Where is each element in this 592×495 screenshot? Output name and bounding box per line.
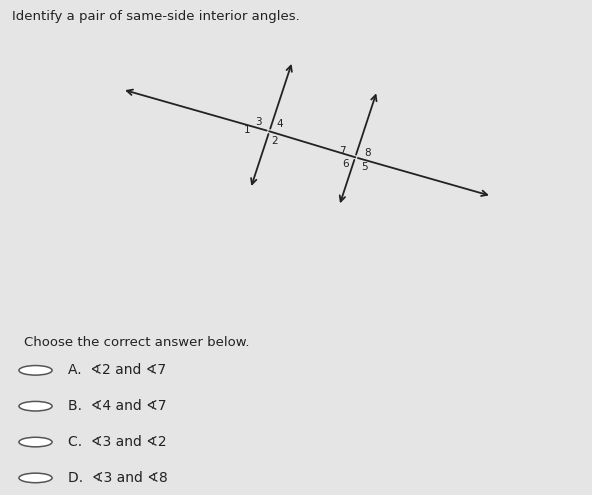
Text: 8: 8 (364, 148, 371, 158)
Text: 4: 4 (276, 118, 283, 129)
Text: D.  ∢3 and ∢8: D. ∢3 and ∢8 (68, 471, 168, 485)
Text: 2: 2 (272, 136, 278, 146)
Text: Identify a pair of same-side interior angles.: Identify a pair of same-side interior an… (12, 10, 300, 23)
Text: 1: 1 (243, 125, 250, 135)
Text: Choose the correct answer below.: Choose the correct answer below. (24, 336, 249, 349)
Circle shape (19, 401, 52, 411)
Text: 6: 6 (342, 159, 349, 169)
Text: C.  ∢3 and ∢2: C. ∢3 and ∢2 (68, 435, 167, 449)
Text: A.  ∢2 and ∢7: A. ∢2 and ∢7 (68, 363, 166, 377)
Circle shape (19, 365, 52, 375)
Text: 7: 7 (340, 146, 346, 155)
Text: B.  ∢4 and ∢7: B. ∢4 and ∢7 (68, 399, 166, 413)
Circle shape (19, 473, 52, 483)
Circle shape (19, 437, 52, 447)
Text: 5: 5 (361, 161, 368, 172)
Text: 3: 3 (255, 117, 261, 127)
